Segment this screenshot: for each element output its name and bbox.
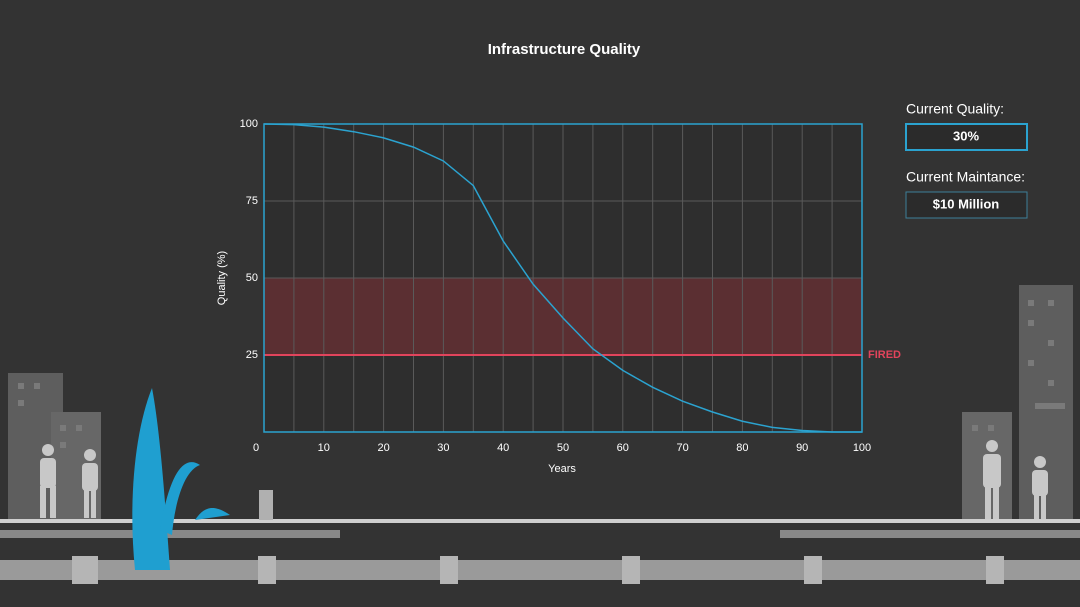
y-tick-label: 50 bbox=[246, 272, 258, 284]
y-tick-label: 25 bbox=[246, 349, 258, 361]
x-tick-label: 60 bbox=[617, 442, 629, 454]
plot-border bbox=[263, 123, 863, 433]
status-panels: Current Quality: 30% Current Maintance: $10… bbox=[905, 101, 1028, 219]
water-splash bbox=[195, 508, 230, 520]
x-tick-label: 40 bbox=[497, 442, 509, 454]
threshold-label: FIRED bbox=[868, 349, 901, 361]
panel-label: Current Quality: bbox=[906, 101, 1004, 117]
x-axis-label: Years bbox=[548, 463, 576, 475]
water-burst bbox=[160, 462, 200, 535]
hydrant bbox=[259, 490, 273, 520]
x-tick-label: 70 bbox=[676, 442, 688, 454]
y-tick-label: 100 bbox=[240, 118, 258, 130]
people bbox=[40, 440, 1048, 520]
panel-value: 30% bbox=[953, 128, 979, 143]
windows bbox=[18, 300, 1065, 448]
city-scene bbox=[0, 285, 1080, 584]
x-tick-label: 10 bbox=[318, 442, 330, 454]
x-tick-label: 20 bbox=[377, 442, 389, 454]
panel-label: Current Maintance: bbox=[906, 169, 1025, 185]
chart-title: Infrastructure Quality bbox=[488, 41, 641, 58]
water-burst bbox=[132, 388, 170, 570]
x-tick-label: 50 bbox=[557, 442, 569, 454]
panel-value: $10 Million bbox=[933, 196, 1000, 211]
x-tick-label: 90 bbox=[796, 442, 808, 454]
y-tick-label: 75 bbox=[246, 195, 258, 207]
x-tick-label: 30 bbox=[437, 442, 449, 454]
panel-box bbox=[905, 191, 1028, 219]
pipe bbox=[780, 530, 1080, 538]
x-tick-label: 80 bbox=[736, 442, 748, 454]
x-tick-label: 100 bbox=[853, 442, 871, 454]
ground bbox=[0, 519, 1080, 523]
pipe-joints bbox=[72, 556, 1004, 584]
x-tick-label: 0 bbox=[253, 442, 259, 454]
y-axis-label: Quality (%) bbox=[216, 251, 228, 305]
quality-line bbox=[263, 123, 862, 433]
panel-box bbox=[905, 123, 1028, 151]
